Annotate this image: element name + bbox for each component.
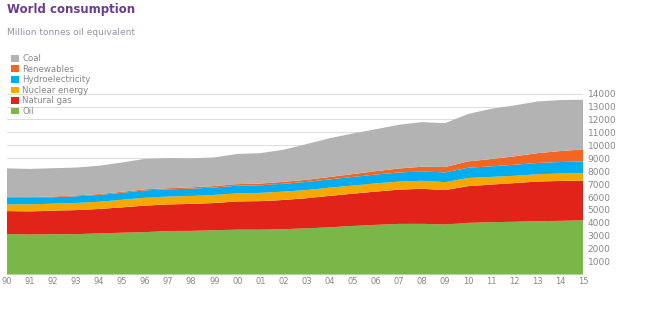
Text: Million tonnes oil equivalent: Million tonnes oil equivalent [7, 28, 135, 37]
Legend: Coal, Renewables, Hydroelectricity, Nuclear energy, Natural gas, Oil: Coal, Renewables, Hydroelectricity, Nucl… [11, 54, 91, 116]
Text: World consumption: World consumption [7, 3, 135, 16]
